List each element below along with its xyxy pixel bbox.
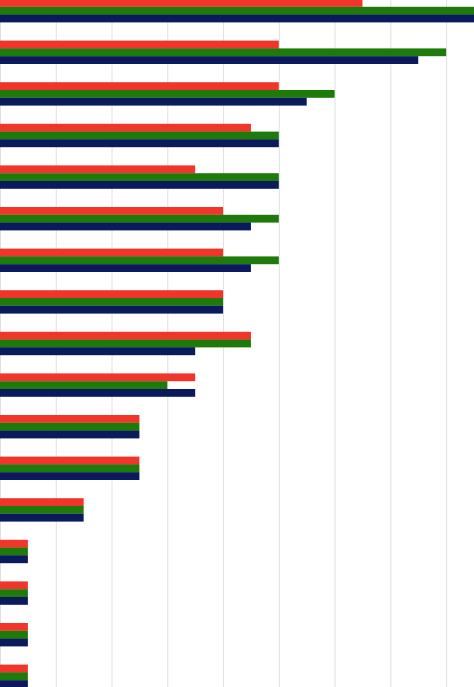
bar <box>0 464 140 473</box>
bar <box>0 638 28 647</box>
bar <box>0 506 84 514</box>
bar <box>0 181 279 189</box>
bar <box>0 123 251 132</box>
bar <box>0 547 28 556</box>
bar <box>0 472 140 480</box>
bar <box>0 581 28 590</box>
bar <box>0 389 196 397</box>
bar <box>0 0 363 7</box>
bar <box>0 589 28 597</box>
bar <box>0 305 224 314</box>
bar <box>0 331 251 340</box>
bar <box>0 456 140 465</box>
bar <box>0 298 224 306</box>
bar <box>0 623 28 631</box>
bar <box>0 264 251 272</box>
bar <box>0 347 196 356</box>
bar <box>0 214 279 223</box>
bar <box>0 207 224 215</box>
bar <box>0 498 84 506</box>
bar <box>0 48 447 57</box>
bar <box>0 14 474 23</box>
bar <box>0 597 28 605</box>
bar <box>0 165 196 174</box>
bar <box>0 430 140 439</box>
bar <box>0 256 279 265</box>
bar <box>0 248 224 257</box>
bar <box>0 6 474 15</box>
bar <box>0 131 279 140</box>
bar <box>0 539 28 548</box>
bar <box>0 664 28 673</box>
bar <box>0 56 419 64</box>
bar <box>0 290 224 298</box>
bar <box>0 680 28 687</box>
bar <box>0 40 279 49</box>
bar <box>0 373 196 382</box>
bar <box>0 339 251 348</box>
bar <box>0 97 307 106</box>
bar <box>0 555 28 564</box>
bar <box>0 630 28 639</box>
bar <box>0 139 279 148</box>
bar <box>0 90 335 98</box>
bar <box>0 422 140 431</box>
bar <box>0 513 84 522</box>
bar <box>0 173 279 181</box>
bar <box>0 381 168 389</box>
bar <box>0 82 279 90</box>
bar <box>0 672 28 681</box>
bar <box>0 415 140 423</box>
bar <box>0 222 251 231</box>
